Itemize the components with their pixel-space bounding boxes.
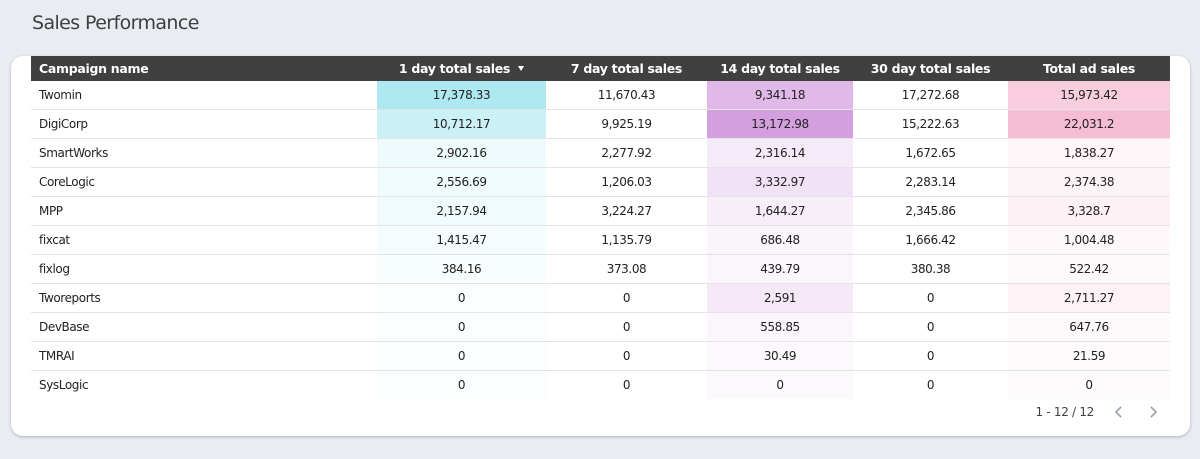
pagination-range: 1 - 12 / 12: [1035, 405, 1094, 419]
campaign-name-cell: DigiCorp: [31, 109, 377, 139]
value-cell: 2,345.86: [853, 196, 1008, 226]
table-row[interactable]: DevBase 0 0 558.85 0 647.76: [31, 312, 1170, 342]
value-cell: 0: [377, 370, 546, 399]
value-cell: 22,031.2: [1008, 109, 1170, 139]
campaign-name-cell: SysLogic: [39, 378, 89, 392]
value-cell: 1,666.42: [853, 225, 1008, 255]
value-cell: 0: [546, 312, 707, 342]
value-cell: 647.76: [1008, 312, 1170, 342]
value-cell: 21.59: [1008, 341, 1170, 371]
value-cell: 17,272.68: [853, 81, 1008, 110]
column-header-total-ad-sales[interactable]: Total ad sales: [1008, 56, 1170, 81]
campaign-name-cell: SmartWorks: [31, 138, 377, 168]
value-cell: 1,644.27: [707, 196, 853, 226]
value-cell: 0: [546, 283, 707, 313]
value-cell: 2,711.27: [1008, 283, 1170, 313]
next-page-button[interactable]: [1144, 403, 1162, 421]
value-cell: 15,973.42: [1008, 81, 1170, 110]
chevron-left-icon: [1114, 406, 1122, 418]
value-cell: 0: [853, 312, 1008, 342]
value-cell: 11,670.43: [546, 81, 707, 110]
value-cell: 1,672.65: [853, 138, 1008, 168]
value-cell: 0: [853, 341, 1008, 371]
campaign-name-cell: Tworeports: [31, 283, 377, 313]
value-cell: 380.38: [853, 254, 1008, 284]
table-row[interactable]: SysLogic 0 0 0 0 0: [31, 370, 1170, 399]
value-cell: 3,224.27: [546, 196, 707, 226]
column-header-14-day-total-sales[interactable]: 14 day total sales: [707, 56, 853, 81]
value-cell: 0: [853, 283, 1008, 313]
value-cell: 2,556.69: [377, 167, 546, 197]
previous-page-button[interactable]: [1110, 403, 1128, 421]
value-cell: 2,157.94: [377, 196, 546, 226]
sales-table: Campaign name 1 day total sales 7 day to…: [31, 56, 1170, 399]
chevron-right-icon: [1150, 406, 1158, 418]
value-cell: 686.48: [707, 225, 853, 255]
table-row[interactable]: DigiCorp 10,712.17 9,925.19 13,172.98 15,222…: [31, 109, 1170, 139]
value-cell: 1,838.27: [1008, 138, 1170, 168]
value-cell: 15,222.63: [853, 109, 1008, 139]
table-row[interactable]: Tworeports 0 0 2,591 0 2,711.27: [31, 283, 1170, 313]
value-cell: 2,374.38: [1008, 167, 1170, 197]
table-row[interactable]: MPP 2,157.94 3,224.27 1,644.27 2,345.86 3,328…: [31, 196, 1170, 226]
value-cell: 373.08: [546, 254, 707, 284]
column-header-7-day-total-sales[interactable]: 7 day total sales: [546, 56, 707, 81]
value-cell: 30.49: [707, 341, 853, 371]
column-header-campaign-name[interactable]: Campaign name: [31, 56, 377, 81]
value-cell: 2,283.14: [853, 167, 1008, 197]
value-cell: 9,341.18: [707, 81, 853, 110]
value-cell: 2,902.16: [377, 138, 546, 168]
sales-table-card: Campaign name 1 day total sales 7 day to…: [11, 56, 1190, 436]
table-row[interactable]: SmartWorks 2,902.16 2,277.92 2,316.14 1,672.…: [31, 138, 1170, 168]
value-cell: 3,332.97: [707, 167, 853, 197]
value-cell: 0: [546, 341, 707, 371]
value-cell: 0: [622, 378, 631, 392]
column-header-1-day-total-sales[interactable]: 1 day total sales: [377, 56, 546, 81]
campaign-name-cell: TMRAI: [31, 341, 377, 371]
campaign-name-cell: DevBase: [31, 312, 377, 342]
column-header-30-day-total-sales[interactable]: 30 day total sales: [853, 56, 1008, 81]
value-cell: 1,206.03: [546, 167, 707, 197]
table-container: Campaign name 1 day total sales 7 day to…: [31, 56, 1170, 399]
value-cell: 1,415.47: [377, 225, 546, 255]
value-cell: 0: [377, 312, 546, 342]
table-row[interactable]: CoreLogic 2,556.69 1,206.03 3,332.97 2,283.1…: [31, 167, 1170, 197]
table-row[interactable]: fixcat 1,415.47 1,135.79 686.48 1,666.42 1,00…: [31, 225, 1170, 255]
value-cell: 13,172.98: [707, 109, 853, 139]
value-cell: 2,316.14: [707, 138, 853, 168]
value-cell: 2,591: [707, 283, 853, 313]
value-cell: 0: [707, 370, 853, 399]
value-cell: 0: [926, 378, 935, 392]
value-cell: 2,277.92: [546, 138, 707, 168]
page-title: Sales Performance: [32, 12, 199, 34]
table-header-row: Campaign name 1 day total sales 7 day to…: [31, 56, 1170, 81]
value-cell: 558.85: [707, 312, 853, 342]
value-cell: 3,328.7: [1008, 196, 1170, 226]
pagination: 1 - 12 / 12: [1035, 403, 1162, 421]
value-cell: 384.16: [377, 254, 546, 284]
table-row[interactable]: TMRAI 0 0 30.49 0 21.59: [31, 341, 1170, 371]
value-cell: 0: [377, 283, 546, 313]
value-cell: 10,712.17: [377, 109, 546, 139]
value-cell: 1,135.79: [546, 225, 707, 255]
campaign-name-cell: MPP: [31, 196, 377, 226]
campaign-name-cell: fixcat: [31, 225, 377, 255]
value-cell: 0: [1008, 370, 1170, 399]
value-cell: 17,378.33: [377, 81, 546, 110]
campaign-name-cell: fixlog: [31, 254, 377, 284]
sort-descending-icon: [518, 66, 525, 71]
table-row[interactable]: Twomin 17,378.33 11,670.43 9,341.18 17,272.6…: [31, 81, 1170, 110]
value-cell: 522.42: [1008, 254, 1170, 284]
value-cell: 9,925.19: [546, 109, 707, 139]
value-cell: 1,004.48: [1008, 225, 1170, 255]
campaign-name-cell: Twomin: [31, 81, 377, 110]
value-cell: 0: [377, 341, 546, 371]
value-cell: 439.79: [707, 254, 853, 284]
table-row[interactable]: fixlog 384.16 373.08 439.79 380.38 522.42: [31, 254, 1170, 284]
campaign-name-cell: CoreLogic: [31, 167, 377, 197]
